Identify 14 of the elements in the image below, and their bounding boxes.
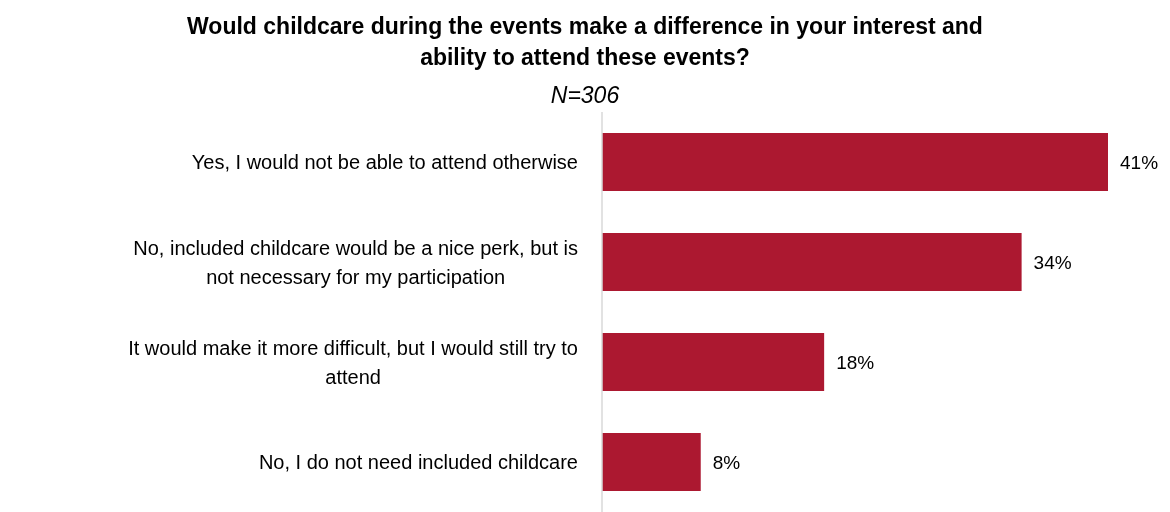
bar	[602, 133, 1108, 191]
y-tick-label: No, I do not need included childcare	[258, 451, 578, 473]
y-tick-label: Yes, I would not be able to attend otherwise	[191, 151, 578, 173]
chart-subtitle: N=306	[550, 82, 620, 108]
bar	[602, 233, 1022, 291]
bar	[602, 433, 701, 491]
y-tick-label: It would make it more difficult, but I would still try to attend	[128, 336, 578, 388]
data-label: 8%	[712, 452, 741, 473]
chart-title: Would childcare during the events make a difference in your interest and ability to attend these events?	[187, 13, 983, 70]
data-label: 41%	[1120, 152, 1159, 173]
data-label: 18%	[836, 352, 875, 373]
data-label: 34%	[1033, 252, 1072, 273]
y-tick-label: No, included childcare would be a nice perk, but is not necessary for my participation	[133, 236, 578, 288]
bar	[602, 333, 825, 391]
